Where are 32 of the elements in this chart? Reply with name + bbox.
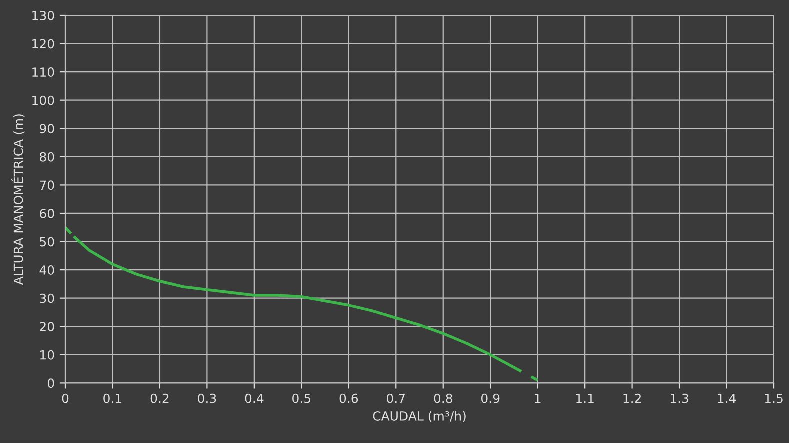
x-tick-label: 0.4 (245, 394, 264, 404)
x-tick-label: 1 (535, 394, 541, 404)
x-tick-label: 0.1 (104, 394, 122, 404)
y-tick-label: 80 (40, 152, 54, 162)
y-tick-label: 0 (48, 378, 54, 388)
x-tick-label: 0.5 (292, 394, 311, 404)
x-tick-label: 1.5 (765, 394, 783, 404)
y-tick-label: 60 (40, 208, 54, 218)
y-axis-title: ALTURA MANOMÉTRICA (m) (11, 114, 25, 286)
x-tick-label: 1.3 (670, 394, 688, 404)
y-tick-label: 70 (40, 180, 54, 190)
y-tick-label: 130 (32, 10, 54, 20)
y-tick-label: 100 (32, 96, 54, 106)
y-tick-label: 40 (40, 266, 54, 275)
x-tick-label: 0.3 (198, 394, 216, 404)
x-tick-label: 0.2 (150, 394, 169, 404)
y-tick-label: 110 (32, 68, 54, 77)
x-tick-label: 0.6 (340, 394, 358, 404)
x-tick-label: 1.1 (576, 394, 594, 404)
x-tick-label: 1.2 (624, 394, 641, 404)
y-tick-label: 30 (40, 294, 54, 304)
x-tick-label: 0.7 (387, 394, 405, 404)
x-axis-title: CAUDAL (m³/h) (373, 411, 466, 422)
x-tick-label: 0.8 (434, 394, 452, 404)
x-tick-label: 1.4 (718, 394, 736, 404)
y-tick-label: 120 (32, 39, 54, 49)
y-tick-label: 50 (40, 237, 54, 247)
y-tick-label: 10 (40, 350, 54, 360)
y-tick-label: 90 (40, 124, 54, 134)
y-tick-label: 20 (40, 322, 54, 332)
x-tick-label: 0 (62, 394, 69, 404)
x-tick-label: 0.9 (481, 394, 500, 404)
